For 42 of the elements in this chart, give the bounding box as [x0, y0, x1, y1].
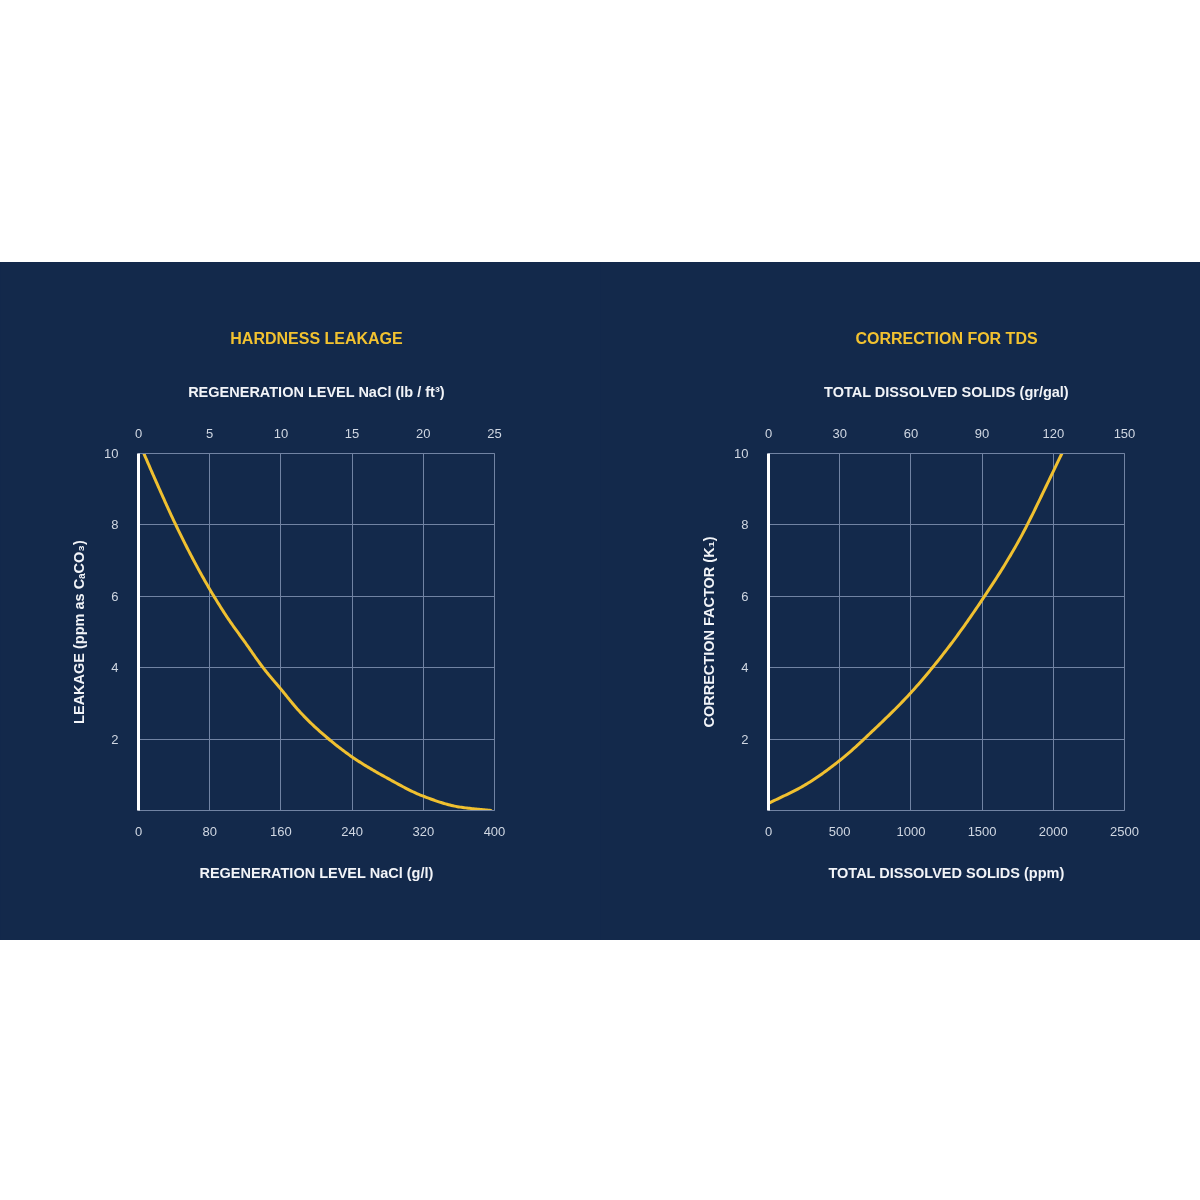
y-axis-title: LEAKAGE (ppm as CₐCO₃) [71, 539, 88, 724]
y-tick-label: 8 [111, 517, 119, 533]
x2-tick-label: 0 [134, 425, 143, 441]
x2-tick-label: 5 [206, 425, 214, 441]
x2-tick-label: 10 [273, 425, 289, 441]
x-tick-label: 2500 [1110, 823, 1139, 839]
x-axis-title: REGENERATION LEVEL NaCl (g/l) [199, 864, 434, 881]
chart-title: HARDNESS LEAKAGE [230, 329, 404, 347]
x-tick-label: 500 [828, 823, 851, 839]
x-tick-label: 1500 [967, 823, 997, 839]
y-tick-label: 6 [111, 588, 119, 604]
y-tick-label: 8 [741, 517, 749, 533]
x2-tick-label: 120 [1042, 425, 1065, 441]
x-axis-title: TOTAL DISSOLVED SOLIDS (ppm) [828, 864, 1065, 881]
y-tick-label: 2 [741, 731, 749, 747]
x-tick-label: 2000 [1038, 823, 1068, 839]
x2-axis-title: TOTAL DISSOLVED SOLIDS (gr/gal) [824, 383, 1069, 400]
x-tick-label: 80 [202, 823, 217, 839]
y-tick-label: 10 [104, 446, 119, 461]
y-axis-title: CORRECTION FACTOR (K₁) [701, 536, 718, 728]
x-tick-label: 0 [764, 823, 773, 839]
x2-tick-label: 25 [487, 425, 502, 441]
y-tick-label: 4 [741, 660, 749, 676]
y-tick-label: 2 [111, 731, 119, 747]
x2-tick-label: 90 [974, 425, 990, 441]
y-tick-label: 6 [741, 588, 749, 604]
x2-tick-label: 30 [832, 425, 847, 441]
x2-tick-label: 60 [903, 425, 919, 441]
x2-tick-label: 20 [416, 425, 431, 441]
x-tick-label: 320 [412, 823, 435, 839]
x2-tick-label: 0 [764, 425, 773, 441]
x-tick-label: 1000 [896, 823, 926, 839]
x2-axis-title: REGENERATION LEVEL NaCl (lb / ft³) [188, 383, 445, 400]
x2-tick-label: 150 [1113, 425, 1136, 441]
chart-title: CORRECTION FOR TDS [855, 329, 1038, 347]
x-tick-label: 400 [483, 823, 506, 839]
x-tick-label: 160 [270, 823, 292, 839]
x-tick-label: 0 [134, 823, 143, 839]
y-tick-label: 10 [734, 446, 749, 461]
y-tick-label: 4 [111, 660, 119, 676]
x2-tick-label: 15 [344, 425, 360, 441]
x-tick-label: 240 [341, 823, 363, 839]
